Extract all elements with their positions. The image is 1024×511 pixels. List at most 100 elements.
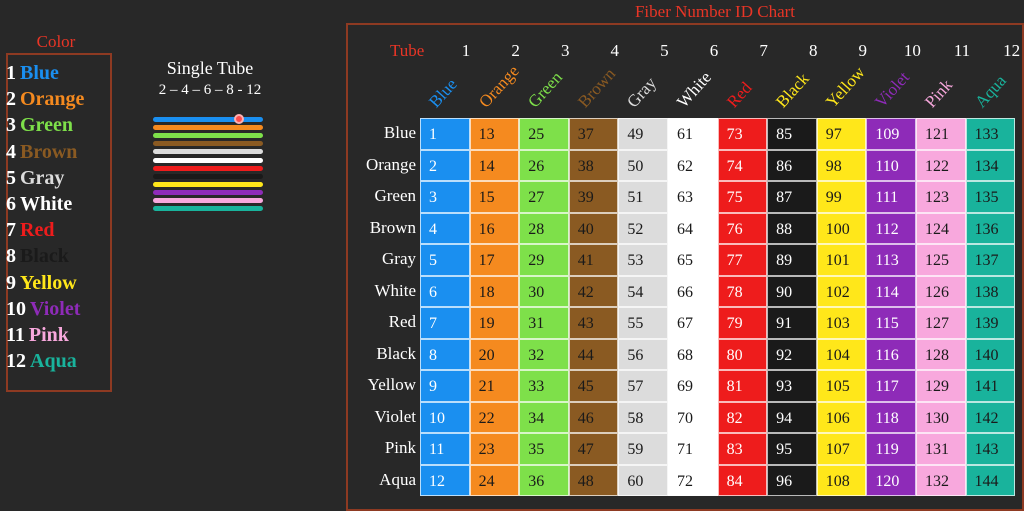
- fiber-cell: 136: [965, 212, 1016, 244]
- fiber-cell: 128: [915, 338, 966, 370]
- legend-item-black: 8 Black: [6, 245, 69, 268]
- fiber-cell: 83: [717, 433, 768, 465]
- fiber-cell: 91: [767, 307, 817, 339]
- legend-title: Color: [0, 32, 112, 52]
- fiber-strand: [153, 117, 263, 122]
- legend-item-label: White: [20, 193, 73, 215]
- legend-item-brown: 4 Brown: [6, 141, 77, 164]
- tube-number: 9: [858, 41, 868, 60]
- fiber-cell: 72: [667, 464, 718, 496]
- fiber-cell: 5: [420, 244, 470, 276]
- fiber-cell: 2: [420, 149, 470, 181]
- fiber-cell: 53: [618, 244, 668, 276]
- fiber-cell: 79: [717, 307, 768, 339]
- fiber-cell: 36: [519, 464, 569, 496]
- legend-item-label: Green: [20, 114, 73, 137]
- fiber-cell: 143: [965, 433, 1016, 465]
- fiber-cell: 18: [469, 275, 520, 307]
- fiber-cell: 111: [866, 181, 916, 213]
- fiber-cell: 12: [420, 464, 470, 496]
- fiber-strand: [153, 206, 263, 212]
- row-label-brown: Brown: [369, 217, 416, 237]
- fiber-cell: 81: [717, 370, 768, 402]
- fiber-cell: 119: [866, 433, 916, 465]
- color-legend: [6, 53, 112, 392]
- fiber-cell: 99: [816, 181, 867, 213]
- fiber-cell: 132: [915, 464, 966, 496]
- fiber-cell: 127: [915, 307, 966, 339]
- fiber-cell: 112: [866, 212, 916, 244]
- tube-number: 2: [511, 41, 520, 60]
- fiber-cell: 118: [866, 401, 916, 433]
- fiber-cell: 137: [965, 244, 1016, 276]
- fiber-cell: 129: [915, 370, 966, 402]
- fiber-cell: 76: [717, 212, 768, 244]
- fiber-strand: [153, 157, 263, 163]
- fiber-cell: 55: [618, 307, 668, 339]
- fiber-cell: 88: [767, 212, 817, 244]
- fiber-cell: 95: [767, 433, 817, 465]
- legend-item-number: 10: [6, 297, 26, 320]
- fiber-strand: [153, 149, 263, 155]
- fiber-cell: 105: [816, 370, 867, 402]
- row-label-orange: Orange: [365, 154, 416, 174]
- legend-item-label: Violet: [30, 297, 81, 320]
- fiber-strand: [153, 141, 263, 147]
- fiber-cell: 92: [767, 338, 817, 370]
- fiber-cell: 59: [618, 433, 668, 465]
- fiber-cell: 90: [767, 275, 817, 307]
- fiber-cell: 62: [667, 149, 718, 181]
- cursor-dot: [234, 114, 244, 124]
- fiber-cell: 116: [866, 338, 916, 370]
- fiber-cell: 86: [767, 149, 817, 181]
- fiber-cell: 30: [519, 275, 569, 307]
- row-label-red: Red: [388, 312, 416, 331]
- fiber-cell: 103: [816, 307, 867, 339]
- tube-number: 6: [709, 41, 719, 60]
- legend-item-pink: 11 Pink: [6, 324, 69, 347]
- fiber-cell: 10: [420, 401, 470, 433]
- row-label-green: Green: [374, 186, 416, 205]
- fiber-cell: 140: [965, 338, 1016, 370]
- fiber-cell: 61: [667, 118, 718, 150]
- legend-item-label: Blue: [20, 62, 59, 84]
- fiber-cell: 108: [816, 464, 867, 496]
- fiber-strand: [153, 198, 263, 203]
- single-tube-counts: 2 – 4 – 6 – 8 - 12: [158, 82, 262, 98]
- legend-item-blue: 1 Blue: [6, 62, 59, 85]
- fiber-cell: 124: [915, 212, 966, 244]
- legend-item-label: Brown: [20, 140, 78, 163]
- fiber-cell: 69: [667, 370, 718, 402]
- legend-item-label: Pink: [28, 324, 69, 346]
- fiber-cell: 44: [568, 338, 619, 370]
- fiber-cell: 58: [618, 401, 668, 433]
- fiber-cell: 117: [866, 370, 916, 402]
- fiber-cell: 110: [866, 149, 916, 181]
- fiber-cell: 89: [767, 244, 817, 276]
- fiber-cell: 17: [469, 244, 520, 276]
- row-label-white: White: [374, 280, 416, 300]
- fiber-cell: 22: [469, 401, 520, 433]
- legend-item-label: Yellow: [20, 271, 77, 294]
- row-label-blue: Blue: [383, 123, 416, 142]
- tube-number: 4: [610, 41, 620, 60]
- fiber-cell: 23: [469, 433, 520, 465]
- fiber-cell: 60: [618, 464, 668, 496]
- fiber-cell: 109: [866, 118, 916, 150]
- legend-item-number: 6: [6, 193, 16, 215]
- fiber-cell: 98: [816, 149, 867, 181]
- single-tube-title: Single Tube: [166, 58, 254, 78]
- fiber-cell: 125: [915, 244, 966, 276]
- fiber-cell: 54: [618, 275, 668, 307]
- fiber-cell: 80: [717, 338, 768, 370]
- fiber-cell: 51: [618, 181, 668, 213]
- legend-item-number: 9: [6, 271, 16, 294]
- legend-item-number: 4: [6, 140, 16, 163]
- fiber-cell: 104: [816, 338, 867, 370]
- fiber-cell: 52: [618, 212, 668, 244]
- fiber-cell: 3: [420, 181, 470, 213]
- fiber-cell: 4: [420, 212, 470, 244]
- fiber-cell: 34: [519, 401, 569, 433]
- legend-item-orange: 2 Orange: [6, 88, 84, 111]
- chart-title: Fiber Number ID Chart: [600, 2, 830, 22]
